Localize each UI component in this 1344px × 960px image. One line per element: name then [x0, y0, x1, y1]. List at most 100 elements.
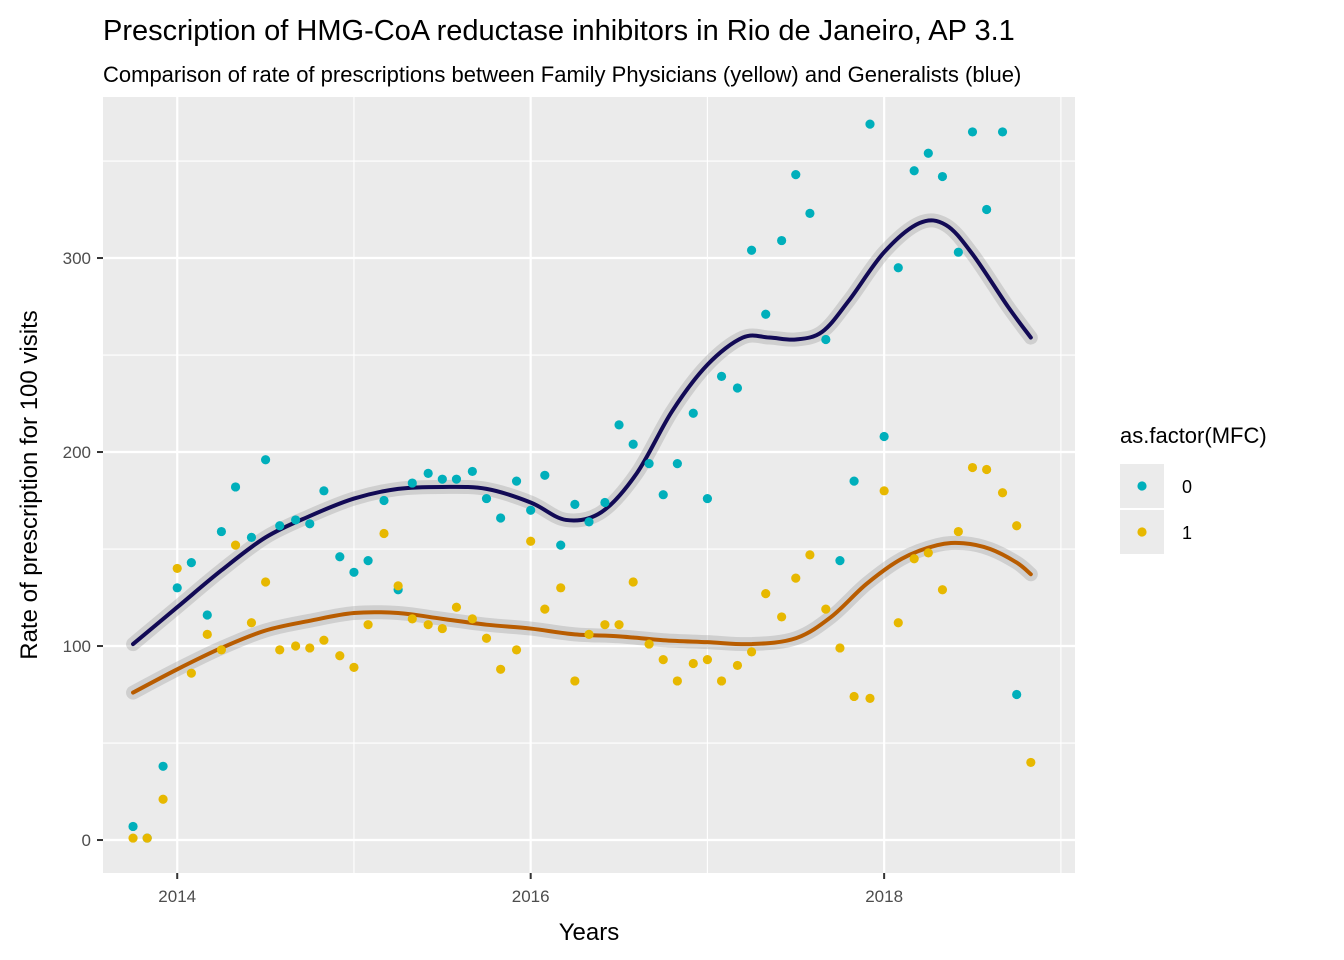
point-series-0	[407, 478, 417, 488]
point-series-1	[230, 540, 241, 550]
points-layer	[128, 119, 1036, 843]
point-series-0	[746, 245, 757, 255]
point-series-0	[423, 468, 433, 478]
smooth-layer	[126, 213, 1038, 700]
point-series-0	[556, 540, 566, 550]
point-series-0	[379, 495, 389, 506]
point-series-0	[202, 610, 212, 620]
x-tick-label: 2014	[158, 887, 196, 906]
point-series-0	[821, 334, 831, 345]
point-series-0	[893, 263, 903, 273]
point-series-0	[688, 408, 698, 418]
point-series-1	[702, 655, 713, 665]
point-series-1	[556, 583, 566, 593]
point-series-0	[158, 761, 168, 771]
y-tick-label: 200	[63, 443, 91, 462]
legend-label-series-0: 0	[1182, 477, 1192, 497]
point-series-1	[526, 536, 536, 546]
point-series-0	[246, 532, 257, 542]
point-series-1	[407, 614, 417, 624]
point-series-0	[923, 148, 933, 158]
point-series-1	[319, 635, 329, 645]
point-series-0	[319, 486, 329, 496]
point-series-1	[467, 614, 477, 624]
point-series-0	[937, 171, 948, 182]
point-series-0	[363, 556, 373, 566]
point-series-0	[481, 493, 492, 504]
point-series-1	[142, 833, 152, 843]
point-series-0	[658, 490, 668, 500]
point-series-1	[732, 660, 743, 671]
point-series-1	[893, 618, 903, 628]
y-axis: 0 100 200 300	[63, 249, 103, 850]
point-series-0	[291, 515, 301, 525]
point-series-1	[584, 629, 594, 639]
point-series-1	[923, 548, 933, 558]
point-series-1	[570, 676, 580, 686]
point-series-1	[496, 664, 506, 674]
point-series-0	[702, 493, 713, 504]
point-series-1	[791, 573, 801, 583]
point-series-0	[437, 474, 447, 484]
x-tick-label: 2016	[512, 887, 550, 906]
point-series-1	[761, 589, 771, 599]
point-series-0	[216, 526, 227, 537]
point-series-0	[540, 470, 550, 480]
point-series-0	[496, 513, 506, 523]
point-series-1	[423, 620, 433, 630]
point-series-0	[614, 420, 624, 430]
point-series-0	[260, 455, 271, 465]
point-series-1	[291, 641, 301, 651]
point-series-1	[672, 676, 682, 686]
point-series-1	[835, 643, 845, 653]
point-series-1	[335, 651, 345, 661]
point-series-1	[172, 563, 182, 574]
y-axis-title: Rate of prescription for 100 visits	[16, 310, 43, 660]
point-series-0	[335, 552, 345, 562]
point-series-0	[849, 476, 859, 486]
point-series-1	[879, 486, 889, 496]
point-series-1	[275, 645, 285, 655]
point-series-0	[997, 127, 1008, 137]
point-series-1	[158, 794, 168, 804]
point-series-1	[216, 645, 227, 655]
point-series-0	[570, 499, 580, 509]
point-series-1	[821, 604, 831, 614]
point-series-1	[628, 577, 638, 587]
point-series-0	[584, 517, 594, 527]
point-series-0	[1012, 689, 1022, 700]
point-series-1	[511, 645, 522, 655]
point-series-0	[600, 497, 610, 508]
point-series-0	[230, 482, 241, 492]
point-series-0	[526, 505, 536, 515]
point-series-1	[349, 662, 359, 672]
point-series-1	[658, 655, 668, 665]
point-series-1	[746, 647, 757, 657]
point-series-1	[953, 526, 963, 537]
point-series-1	[437, 623, 447, 634]
point-series-1	[305, 643, 315, 653]
point-series-1	[600, 620, 610, 630]
point-series-0	[732, 383, 743, 393]
point-series-1	[540, 604, 550, 614]
chart-title: Prescription of HMG-CoA reductase inhibi…	[103, 15, 1015, 47]
point-series-0	[628, 439, 638, 449]
y-tick-label: 0	[82, 831, 91, 850]
point-series-1	[937, 585, 948, 595]
legend-title: as.factor(MFC)	[1120, 423, 1267, 448]
point-series-0	[511, 476, 522, 486]
point-series-0	[835, 556, 845, 566]
point-series-0	[761, 309, 771, 319]
point-series-0	[305, 519, 315, 529]
point-series-1	[451, 602, 462, 612]
point-series-0	[982, 204, 992, 215]
plot-panel	[103, 97, 1075, 873]
point-series-0	[186, 558, 196, 568]
point-series-1	[716, 676, 727, 686]
point-series-0	[467, 466, 477, 477]
x-axis-title: Years	[559, 919, 620, 946]
point-series-1	[186, 668, 196, 678]
point-series-1	[1012, 521, 1022, 531]
point-series-1	[614, 620, 624, 630]
